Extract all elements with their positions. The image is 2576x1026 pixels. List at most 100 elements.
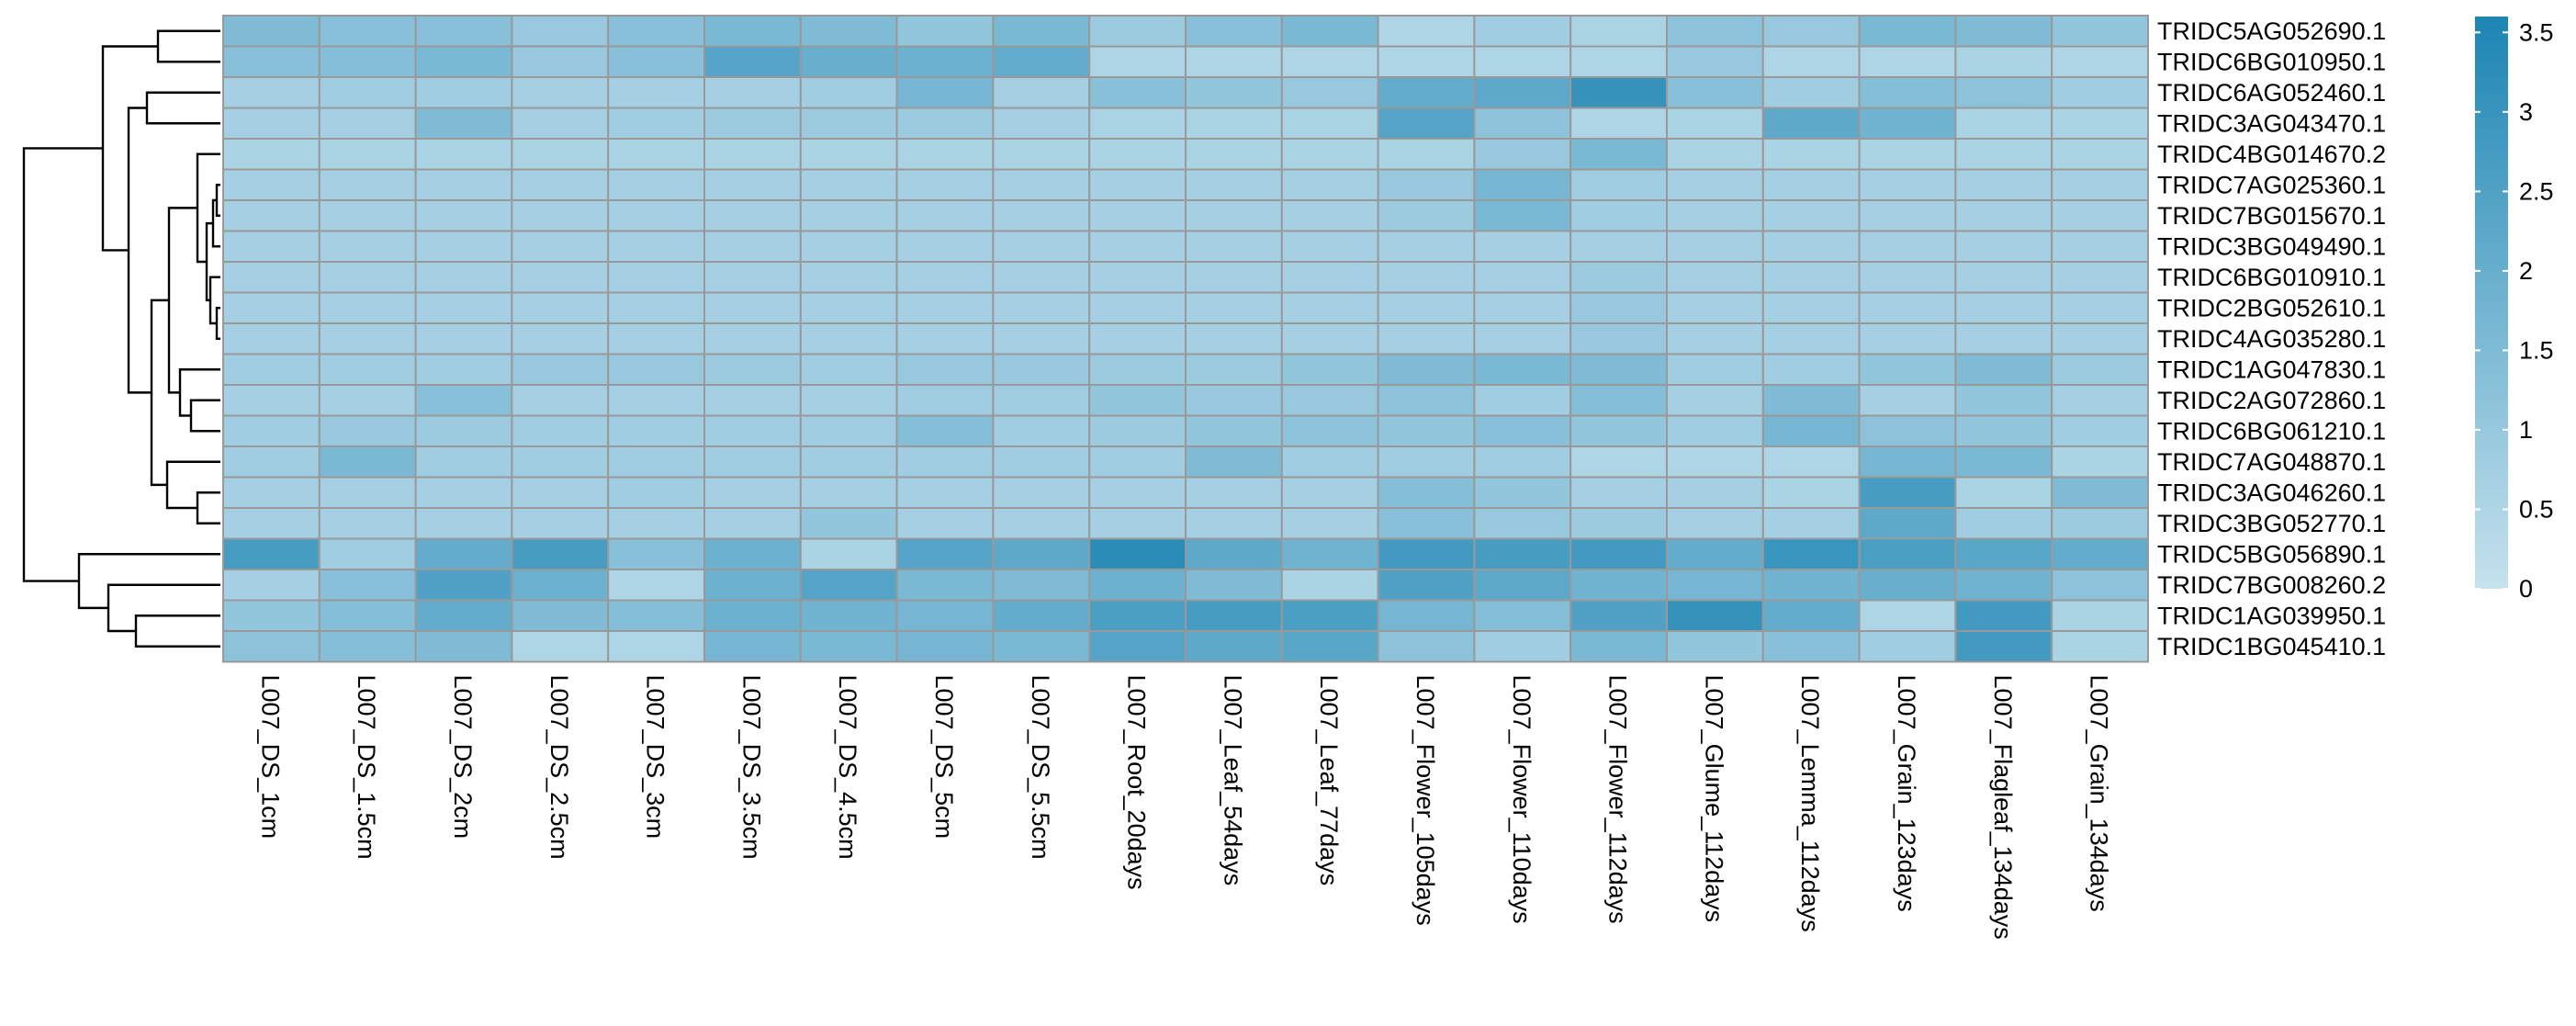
heatmap-cell [1185,630,1283,663]
heatmap-cell [1569,322,1668,355]
heatmap-cell [1473,384,1572,417]
heatmap-cell [511,168,610,201]
heatmap-cell [1666,569,1764,602]
heatmap-cell [414,353,513,386]
row-label: TRIDC5BG056890.1 [2157,540,2386,568]
heatmap-cell [318,230,417,263]
heatmap-cell [703,414,802,447]
heatmap-cell [703,291,802,324]
heatmap-cell [511,322,610,355]
heatmap-cell [1761,322,1861,355]
heatmap-cell [1185,445,1283,479]
heatmap-cell [1088,599,1187,632]
heatmap-cell [1666,15,1764,48]
heatmap-cell [1088,76,1187,109]
heatmap-cell [895,507,995,540]
heatmap-cell [1569,599,1668,632]
heatmap-cell [1280,384,1379,417]
heatmap-cell [1088,414,1187,447]
heatmap-cell [1473,168,1572,201]
heatmap-cell [1858,414,1957,447]
heatmap-cell [1280,630,1379,663]
heatmap-cell [895,261,995,294]
heatmap-cell [895,384,995,417]
heatmap-cell [414,569,513,602]
heatmap-cell [1858,15,1957,48]
heatmap-cell [511,138,610,171]
heatmap-cell [1858,569,1957,602]
heatmap-cell [1761,168,1861,201]
heatmap-cell [1377,507,1476,540]
heatmap-cell [607,445,706,479]
heatmap-cell [703,599,802,632]
heatmap-cell [1761,476,1861,509]
heatmap-cell [222,445,321,479]
heatmap-cell [992,291,1091,324]
heatmap-cell [511,230,610,263]
row-label: TRIDC3AG043470.1 [2157,109,2386,137]
heatmap-cell [607,45,706,78]
row-label: TRIDC4AG035280.1 [2157,325,2386,353]
heatmap-cell [1377,476,1476,509]
heatmap-cell [1761,291,1861,324]
legend-tick-label: 2 [2519,257,2533,285]
heatmap-cell [318,353,417,386]
heatmap-cell [511,15,610,48]
heatmap-cell [799,476,898,509]
legend-tick-label: 3.5 [2519,18,2554,46]
row-label: TRIDC1BG045410.1 [2157,633,2386,660]
heatmap-cell [1088,322,1187,355]
heatmap-cell [895,291,995,324]
heatmap-cell [1954,414,2053,447]
heatmap-cell [414,599,513,632]
column-label: L007_DS_3.5cm [737,675,765,860]
heatmap-cell [703,445,802,479]
row-label: TRIDC7AG048870.1 [2157,448,2386,476]
heatmap-cell [1954,630,2053,663]
row-label: TRIDC6AG052460.1 [2157,79,2386,107]
heatmap-cell [1954,569,2053,602]
heatmap-cell [895,76,995,109]
column-label: L007_Grain_123days [1893,675,1920,912]
heatmap-cell [1473,291,1572,324]
heatmap-cell [1377,168,1476,201]
row-label: TRIDC7BG008260.2 [2157,571,2386,599]
heatmap-cell [222,630,321,663]
heatmap-cell [992,261,1091,294]
dendrogram-link [196,491,220,524]
row-label: TRIDC3BG052770.1 [2157,510,2386,537]
heatmap-cell [1473,569,1572,602]
heatmap-cell [703,384,802,417]
heatmap-cell [895,353,995,386]
legend-colorbar [2475,17,2508,589]
heatmap-cell [1569,76,1668,109]
heatmap-cell [1569,230,1668,263]
heatmap-cell [607,322,706,355]
heatmap-cell [799,261,898,294]
heatmap-cell [799,537,898,570]
heatmap-cell [895,445,995,479]
heatmap-cell [992,199,1091,232]
heatmap-cell [1954,353,2053,386]
heatmap-cell [607,291,706,324]
dendrogram-link [167,207,197,394]
heatmap-cell [607,107,706,140]
heatmap-cell [511,414,610,447]
heatmap-cell [1761,569,1861,602]
heatmap-cell [1280,168,1379,201]
heatmap-cell [607,476,706,509]
heatmap-cell [799,107,898,140]
heatmap-cell [1377,569,1476,602]
heatmap-cell [222,569,321,602]
heatmap-cell [895,168,995,201]
column-label: L007_Flower_112days [1604,675,1632,924]
row-label: TRIDC3BG049490.1 [2157,232,2386,260]
heatmap-cell [703,507,802,540]
dendrogram-link [208,276,220,325]
heatmap-cell [1569,15,1668,48]
heatmap-cell [1569,384,1668,417]
heatmap-cell [799,45,898,78]
heatmap-cell [1377,199,1476,232]
column-label: L007_Root_20days [1123,675,1151,890]
heatmap-cell [607,199,706,232]
